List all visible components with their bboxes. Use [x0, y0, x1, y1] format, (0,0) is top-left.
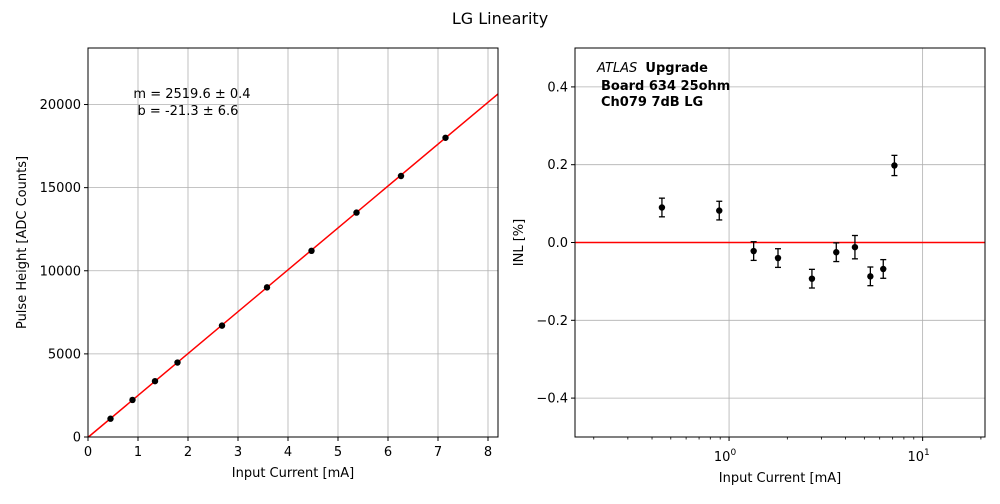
atlas-experiment: ATLAS: [596, 61, 637, 76]
right-y-tick-label: 0.0: [547, 236, 568, 251]
inl-data-point: [774, 254, 782, 262]
figure-title: LG Linearity: [452, 9, 548, 28]
inl-data-point: [833, 249, 840, 256]
left-x-tick-label: 5: [334, 445, 342, 460]
left-data-point: [129, 396, 136, 404]
left-x-axis-label: Input Current [mA]: [232, 466, 354, 481]
fit-intercept-annotation: b = -21.3 ± 6.6: [138, 104, 239, 119]
left-y-tick-label: 5000: [48, 347, 81, 362]
left-chart: 0 1 2 3 4 5 6 7 8 0 5000 10000 15000 20000 Input Cur…: [15, 47, 499, 481]
left-data-point: [308, 247, 315, 255]
left-fit-line-group: [87, 93, 499, 438]
left-data-point: [263, 284, 271, 291]
right-y-tick-label: −0.4: [536, 392, 568, 407]
left-data-point: [107, 415, 114, 422]
right-x-ticks: 100 101: [593, 437, 982, 465]
left-x-tick-label: 3: [234, 445, 242, 460]
left-data-point: [151, 377, 159, 385]
right-x-tick-label: 100: [714, 448, 737, 465]
right-chart: 100 101 −0.4−0.20.00.20.4 Input Current […: [512, 47, 986, 486]
inl-data-point: [851, 243, 859, 251]
right-x-tick-exponent: 1: [924, 448, 930, 458]
left-data-point: [174, 359, 181, 366]
left-y-tick-label: 10000: [40, 264, 81, 279]
right-y-tick-label: −0.2: [536, 314, 568, 329]
right-x-tick-base: 10: [907, 450, 924, 465]
atlas-upgrade: Upgrade: [645, 61, 708, 76]
left-x-tick-label: 4: [284, 445, 292, 460]
left-y-ticks: 0 5000 10000 15000 20000: [40, 98, 88, 446]
right-x-axis-label: Input Current [mA]: [719, 471, 841, 486]
left-x-tick-label: 0: [84, 445, 92, 460]
inl-data-point: [716, 207, 723, 214]
board-label: Board 634 25ohm: [601, 79, 730, 94]
left-y-axis-label: Pulse Height [ADC Counts]: [15, 156, 30, 329]
left-x-tick-label: 6: [384, 445, 392, 460]
right-x-tick-base: 10: [714, 450, 731, 465]
right-x-tick-exponent: 0: [730, 448, 736, 458]
inl-data-point: [891, 162, 898, 169]
left-x-tick-label: 8: [484, 445, 492, 460]
left-y-tick-label: 20000: [40, 98, 81, 113]
left-data-point: [353, 209, 360, 216]
inl-data-point: [808, 275, 816, 282]
left-x-ticks: 0 1 2 3 4 5 6 7 8: [84, 437, 492, 460]
right-y-tick-label: 0.4: [547, 80, 568, 95]
left-x-tick-label: 7: [434, 445, 442, 460]
left-data-points: [107, 134, 449, 422]
inl-data-point: [658, 204, 666, 211]
atlas-label: ATLAS Upgrade: [596, 61, 708, 76]
fit-slope-annotation: m = 2519.6 ± 0.4: [133, 87, 250, 102]
inl-data-point: [750, 247, 757, 255]
left-plot-frame: [87, 47, 499, 438]
right-data-points: [658, 154, 898, 289]
channel-label: Ch079 7dB LG: [601, 95, 703, 110]
left-x-tick-label: 2: [184, 445, 192, 460]
right-y-ticks: −0.4 −0.2 0.0 0.2 0.4: [536, 80, 575, 407]
left-x-tick-label: 1: [134, 445, 142, 460]
right-y-tick-label: 0.2: [547, 158, 568, 173]
right-y-axis-label: INL [%]: [512, 219, 527, 266]
left-y-tick-label: 15000: [40, 181, 81, 196]
inl-data-point: [867, 273, 874, 280]
left-grid: [87, 48, 498, 438]
inl-data-point: [880, 265, 887, 273]
left-y-tick-label: 0: [73, 431, 81, 446]
fit-line: [87, 93, 499, 438]
right-x-tick-label: 101: [907, 448, 929, 465]
left-data-point: [218, 322, 226, 329]
left-data-point: [442, 134, 449, 141]
left-data-point: [397, 172, 405, 180]
